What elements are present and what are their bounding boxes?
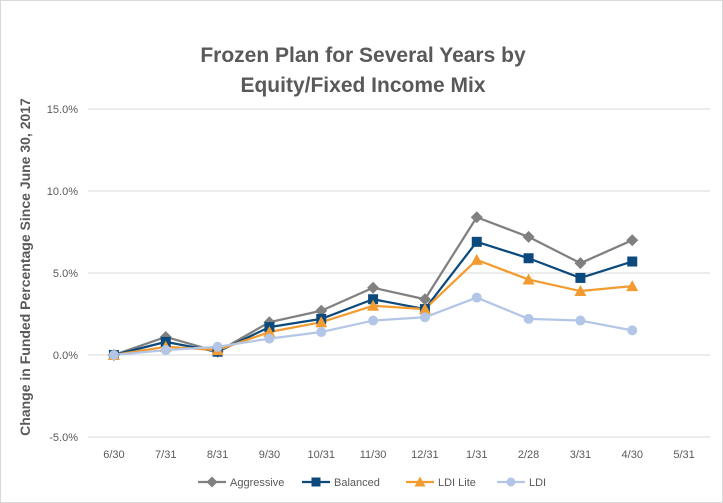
- legend-marker-aggressive: [206, 476, 218, 488]
- data-point-ldi-lite: [367, 299, 380, 311]
- data-point-ldi: [523, 313, 534, 324]
- x-tick-label: 4/30: [622, 449, 643, 461]
- x-tick-label: 5/31: [673, 449, 694, 461]
- gridlines: [88, 108, 710, 438]
- data-point-ldi-lite: [418, 303, 431, 315]
- data-point-ldi: [264, 333, 275, 344]
- data-point-aggressive: [418, 293, 431, 306]
- data-point-balanced: [627, 256, 638, 267]
- y-tick-label: 15.0%: [47, 104, 78, 116]
- data-point-balanced: [471, 236, 482, 247]
- data-point-ldi: [212, 341, 223, 352]
- data-point-aggressive: [367, 281, 380, 294]
- data-point-ldi: [368, 315, 379, 326]
- x-tick-label: 11/30: [360, 449, 387, 461]
- legend-marker-ldi: [506, 477, 516, 487]
- legend-label-aggressive: Aggressive: [230, 477, 284, 489]
- data-point-aggressive: [522, 230, 535, 243]
- series-markers: [107, 211, 639, 361]
- x-tick-label: 12/31: [411, 449, 439, 461]
- x-tick-label: 3/31: [570, 449, 591, 461]
- x-tick-label: 10/31: [307, 449, 335, 461]
- y-tick-label: 5.0%: [53, 268, 78, 280]
- data-point-aggressive: [574, 257, 587, 270]
- data-point-ldi: [627, 325, 638, 336]
- data-point-ldi-lite: [263, 326, 276, 338]
- data-point-ldi: [108, 350, 119, 360]
- data-point-ldi-lite: [574, 285, 587, 297]
- chart-title-line-2: Equity/Fixed Income Mix: [240, 74, 485, 97]
- x-axis-ticks: 6/30 7/31 8/31 9/30 10/31 11/30 12/31 1/31 2/28 3…: [103, 449, 695, 461]
- data-point-balanced: [523, 253, 534, 264]
- data-point-ldi: [471, 292, 482, 303]
- data-point-ldi-lite: [626, 280, 639, 292]
- data-point-ldi-lite: [315, 316, 328, 328]
- data-point-ldi-lite: [470, 253, 483, 265]
- data-point-aggressive: [626, 234, 639, 247]
- x-tick-label: 9/30: [259, 449, 280, 461]
- chart-title-line-1: Frozen Plan for Several Years by: [200, 44, 526, 67]
- x-tick-label: 1/31: [466, 449, 487, 461]
- data-point-ldi: [575, 315, 586, 326]
- x-tick-label: 6/30: [103, 449, 124, 461]
- y-tick-label: 0.0%: [53, 350, 78, 362]
- data-point-ldi-lite: [522, 273, 535, 285]
- y-axis-label: Change in Funded Percentage Since June 3…: [17, 98, 33, 436]
- legend: Aggressive Balanced LDI Lite LDI: [198, 476, 546, 489]
- legend-label-balanced: Balanced: [334, 477, 380, 489]
- data-point-balanced: [368, 294, 379, 305]
- x-tick-label: 7/31: [155, 449, 176, 461]
- data-point-balanced: [575, 272, 586, 283]
- data-point-aggressive: [315, 304, 328, 317]
- legend-marker-balanced: [311, 477, 321, 487]
- data-point-ldi: [316, 327, 327, 338]
- data-point-ldi: [160, 345, 171, 356]
- y-tick-label: 10.0%: [47, 186, 78, 198]
- data-point-aggressive: [470, 211, 483, 224]
- y-axis-ticks: 15.0% 10.0% 5.0% 0.0% -5.0%: [47, 104, 78, 444]
- y-tick-label: -5.0%: [49, 432, 78, 444]
- x-tick-label: 8/31: [207, 449, 228, 461]
- legend-label-ldi-lite: LDI Lite: [438, 477, 476, 489]
- legend-marker-ldi-lite: [414, 476, 426, 487]
- data-point-ldi: [419, 312, 430, 323]
- x-tick-label: 2/28: [518, 449, 539, 461]
- legend-label-ldi: LDI: [529, 477, 546, 489]
